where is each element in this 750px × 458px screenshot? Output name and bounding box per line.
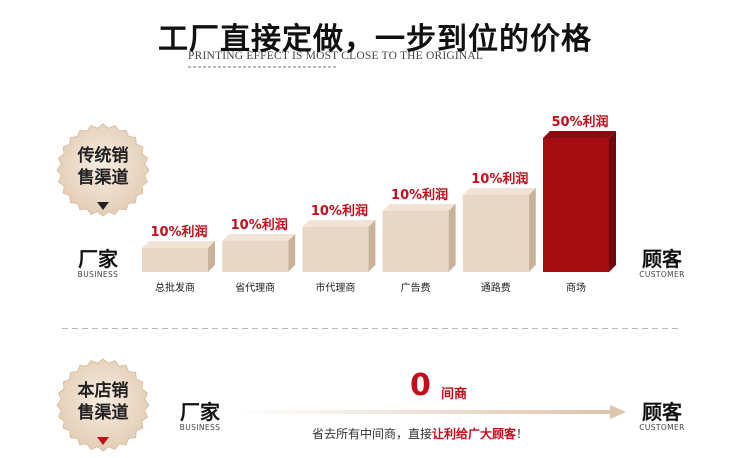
store-factory-label: 厂家 BUSINESS <box>172 401 228 432</box>
bar-category-label: 广告费 <box>400 283 431 294</box>
factory-cn: 厂家 <box>78 247 118 271</box>
bar-data-label: 10%利润 <box>471 172 529 187</box>
subtitle-underline <box>188 66 336 68</box>
bar-data-label: 10%利润 <box>230 218 288 233</box>
page-title: 工厂直接定做，一步到位的价格 <box>158 22 592 57</box>
slogan-prefix: 省去所有中间商，直接 <box>312 427 433 441</box>
bar-4 <box>462 188 536 272</box>
seal-text-line1: 传统销 <box>77 146 129 166</box>
seal-text-line2: 售渠道 <box>77 168 129 188</box>
page-subtitle: PRINTING EFFECT IS MOST CLOSE TO THE ORI… <box>188 50 484 62</box>
customer-cn: 顾客 <box>642 400 682 424</box>
bar-data-label: 10%利润 <box>310 204 368 219</box>
factory-en: BUSINESS <box>77 270 119 279</box>
bar-data-label: 50%利润 <box>551 115 609 130</box>
customer-en: CUSTOMER <box>639 423 685 432</box>
bar-category-label: 通路费 <box>480 283 511 294</box>
traditional-channel-seal: 传统销 售渠道 <box>55 122 151 218</box>
bar-data-label: 10%利润 <box>150 225 208 240</box>
seal-text-line1: 本店销 <box>77 381 129 401</box>
bar-5 <box>543 131 616 272</box>
customer-en: CUSTOMER <box>639 270 685 279</box>
bar-data-label: 10%利润 <box>391 188 449 203</box>
seal-text-line2: 售渠道 <box>77 403 129 423</box>
seal-badge-icon <box>56 358 150 452</box>
slogan-highlight: 让利给广大顾客 <box>432 427 517 441</box>
slogan-suffix: ！ <box>516 427 529 441</box>
traditional-customer-label: 顾客 CUSTOMER <box>632 248 692 279</box>
bar-category-label: 市代理商 <box>315 283 356 294</box>
factory-en: BUSINESS <box>179 423 221 432</box>
factory-cn: 厂家 <box>180 400 220 424</box>
profit-chart <box>142 131 616 272</box>
direct-arrow-icon <box>238 405 626 419</box>
store-channel-seal: 本店销 售渠道 <box>55 357 151 453</box>
customer-cn: 顾客 <box>642 247 682 271</box>
zero-number: 0 <box>410 368 431 403</box>
store-customer-label: 顾客 CUSTOMER <box>632 401 692 432</box>
bar-3 <box>382 204 456 272</box>
bar-category-label: 商场 <box>566 283 586 294</box>
slogan: 省去所有中间商，直接让利给广大顾客！ <box>312 425 528 442</box>
seal-badge-icon <box>56 123 150 217</box>
section-divider <box>62 328 682 329</box>
bar-category-label: 总批发商 <box>155 283 195 294</box>
zero-middleman-label: 间商 <box>441 387 468 402</box>
bar-0 <box>142 241 215 272</box>
bar-2 <box>302 220 376 272</box>
bar-category-label: 省代理商 <box>235 283 276 294</box>
bar-1 <box>222 234 296 272</box>
traditional-factory-label: 厂家 BUSINESS <box>70 248 126 279</box>
